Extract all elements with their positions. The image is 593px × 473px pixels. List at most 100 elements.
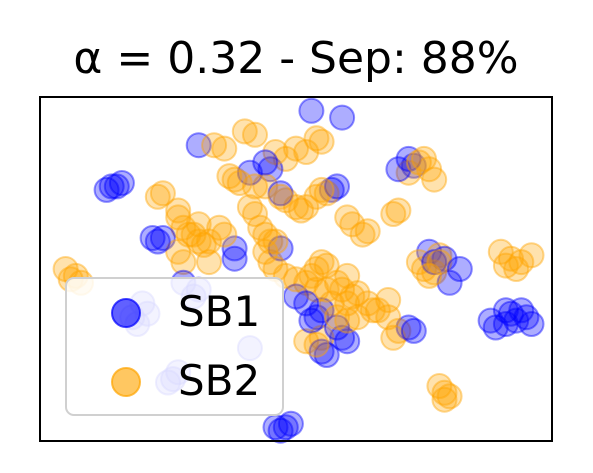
point-sb2-68 bbox=[324, 304, 350, 331]
point-sb1-35 bbox=[395, 314, 422, 341]
point-sb1-15 bbox=[108, 170, 135, 196]
point-sb1-39 bbox=[503, 307, 530, 334]
point-sb2-74 bbox=[283, 266, 309, 293]
point-sb2-102 bbox=[426, 373, 453, 399]
point-sb1-11 bbox=[318, 176, 345, 203]
legend-marker-sb1 bbox=[111, 298, 141, 328]
point-sb1-0 bbox=[298, 97, 325, 124]
point-sb1-54 bbox=[313, 342, 340, 368]
point-sb2-45 bbox=[144, 183, 171, 210]
point-sb2-96 bbox=[380, 324, 407, 351]
point-sb1-58 bbox=[272, 414, 299, 441]
point-sb1-23 bbox=[421, 249, 448, 276]
point-sb1-18 bbox=[149, 225, 176, 251]
point-sb2-81 bbox=[416, 262, 443, 289]
point-sb1-7 bbox=[395, 145, 422, 172]
point-sb2-3 bbox=[211, 135, 238, 162]
point-sb2-55 bbox=[313, 252, 340, 279]
point-sb2-10 bbox=[216, 163, 243, 190]
point-sb2-64 bbox=[364, 297, 391, 324]
point-sb2-58 bbox=[329, 276, 356, 303]
point-sb2-79 bbox=[405, 249, 432, 276]
point-sb1-31 bbox=[298, 307, 325, 334]
point-sb2-84 bbox=[426, 249, 453, 276]
point-sb2-37 bbox=[206, 214, 233, 241]
point-sb1-61 bbox=[277, 410, 304, 437]
point-sb2-43 bbox=[165, 238, 192, 265]
point-sb1-10 bbox=[324, 173, 350, 200]
legend-marker-sb2 bbox=[111, 367, 141, 397]
point-sb1-6 bbox=[267, 180, 294, 207]
point-sb2-59 bbox=[339, 283, 366, 310]
point-sb1-12 bbox=[98, 173, 125, 200]
point-sb2-25 bbox=[354, 218, 381, 245]
point-sb1-22 bbox=[416, 238, 443, 265]
point-sb1-17 bbox=[144, 228, 171, 255]
point-sb2-71 bbox=[303, 276, 330, 303]
point-sb2-23 bbox=[334, 204, 361, 231]
chart-title: α = 0.32 - Sep: 88% bbox=[73, 33, 518, 84]
point-sb1-5 bbox=[257, 156, 284, 183]
plot-frame bbox=[39, 96, 553, 442]
point-sb2-19 bbox=[293, 194, 320, 221]
point-sb2-8 bbox=[262, 139, 289, 165]
point-sb2-105 bbox=[431, 386, 458, 413]
point-sb2-1 bbox=[242, 121, 268, 148]
point-sb2-46 bbox=[149, 180, 176, 207]
point-sb2-66 bbox=[344, 304, 371, 331]
point-sb2-9 bbox=[272, 145, 299, 172]
legend: SB1 SB2 bbox=[65, 277, 284, 416]
point-sb2-86 bbox=[498, 245, 524, 272]
point-sb2-42 bbox=[175, 221, 202, 248]
point-sb2-32 bbox=[262, 228, 289, 255]
point-sb1-25 bbox=[446, 256, 473, 282]
point-sb1-1 bbox=[329, 104, 356, 131]
point-sb2-91 bbox=[395, 159, 422, 186]
point-sb1-3 bbox=[252, 149, 279, 176]
point-sb2-61 bbox=[334, 290, 361, 317]
point-sb2-48 bbox=[380, 201, 407, 227]
point-sb2-30 bbox=[252, 221, 279, 248]
point-sb1-43 bbox=[492, 311, 519, 337]
point-sb2-33 bbox=[180, 221, 207, 248]
point-sb1-59 bbox=[267, 417, 294, 444]
point-sb2-29 bbox=[247, 214, 274, 241]
point-sb1-26 bbox=[436, 269, 463, 296]
point-sb1-42 bbox=[518, 311, 545, 337]
point-sb2-69 bbox=[318, 290, 345, 317]
point-sb1-45 bbox=[477, 307, 504, 334]
point-sb2-77 bbox=[257, 249, 284, 276]
point-sb2-47 bbox=[385, 197, 412, 224]
point-sb1-2 bbox=[185, 132, 212, 159]
point-sb2-100 bbox=[303, 331, 330, 358]
point-sb2-11 bbox=[221, 166, 248, 193]
point-sb2-28 bbox=[242, 201, 268, 227]
point-sb2-12 bbox=[226, 170, 253, 196]
point-sb2-107 bbox=[196, 249, 222, 276]
point-sb2-80 bbox=[411, 256, 437, 282]
point-sb2-31 bbox=[257, 228, 284, 255]
point-sb2-5 bbox=[303, 125, 330, 152]
point-sb2-95 bbox=[421, 166, 448, 193]
legend-label-sb1: SB1 bbox=[178, 287, 260, 336]
point-sb2-67 bbox=[334, 307, 361, 334]
point-sb2-65 bbox=[375, 287, 402, 313]
point-sb1-36 bbox=[400, 317, 427, 344]
point-sb2-57 bbox=[324, 269, 350, 296]
point-sb2-62 bbox=[354, 290, 381, 317]
point-sb2-101 bbox=[293, 328, 320, 355]
point-sb2-7 bbox=[293, 139, 320, 165]
point-sb2-38 bbox=[211, 221, 238, 248]
point-sb2-52 bbox=[52, 256, 79, 282]
point-sb2-63 bbox=[359, 297, 386, 324]
point-sb2-21 bbox=[308, 176, 335, 203]
point-sb2-103 bbox=[431, 379, 458, 406]
point-sb2-72 bbox=[293, 269, 320, 296]
point-sb2-56 bbox=[334, 262, 361, 289]
point-sb2-4 bbox=[283, 135, 309, 162]
point-sb2-13 bbox=[242, 173, 268, 200]
point-sb2-2 bbox=[201, 132, 228, 159]
point-sb2-93 bbox=[411, 145, 437, 172]
point-sb2-6 bbox=[308, 128, 335, 155]
